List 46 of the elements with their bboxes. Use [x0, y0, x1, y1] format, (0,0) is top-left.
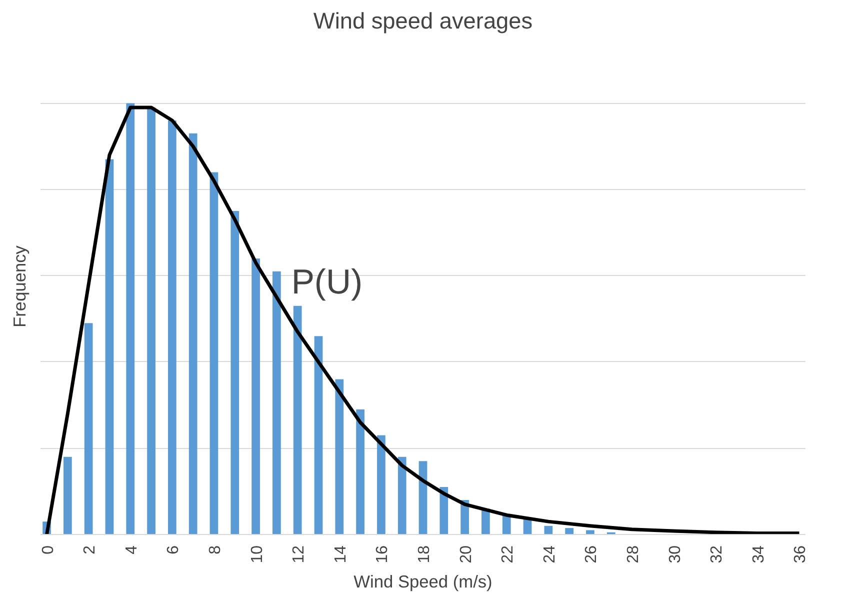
x-tick-label: 20: [458, 545, 475, 564]
bar: [544, 526, 553, 534]
x-tick-label: 30: [666, 545, 684, 564]
bar: [126, 103, 135, 534]
bar: [84, 323, 93, 534]
x-tick-label: 14: [332, 545, 350, 564]
bar: [502, 515, 511, 534]
x-tick-label: 18: [416, 545, 433, 564]
annotation: P(U): [291, 264, 363, 302]
bar: [586, 530, 594, 534]
bar: [230, 211, 240, 534]
bar: [335, 379, 344, 534]
x-tick-label: 36: [792, 545, 810, 564]
x-tick-label: 6: [165, 545, 182, 554]
x-tick-label: 4: [123, 545, 140, 554]
bar: [293, 306, 302, 534]
x-tick-label: 8: [206, 545, 224, 554]
x-tick-label: 26: [583, 545, 600, 564]
bar: [63, 456, 72, 534]
bar: [314, 336, 323, 534]
bar: [105, 159, 114, 534]
bar: [565, 528, 574, 534]
bar: [168, 120, 176, 534]
bar: [147, 108, 156, 534]
x-tick-label: 0: [40, 545, 57, 554]
bar: [418, 461, 428, 534]
bar: [210, 172, 218, 534]
x-tick-label: 32: [708, 545, 726, 564]
chart-title: Wind speed averages: [313, 8, 533, 34]
bar: [398, 456, 406, 534]
x-tick-label: 16: [374, 545, 392, 564]
x-tick-label: 24: [541, 545, 558, 564]
x-axis-title: Wind Speed (m/s): [354, 571, 492, 592]
bar: [272, 271, 281, 534]
x-tick-label: 22: [500, 545, 517, 564]
x-tick-label: 2: [82, 545, 99, 554]
bar: [252, 258, 260, 534]
x-tick-label: 34: [750, 545, 768, 564]
bar: [356, 409, 364, 534]
y-axis-title: Frequency: [10, 245, 30, 328]
x-tick-label: 28: [625, 545, 642, 564]
bar: [440, 487, 448, 534]
bar: [377, 435, 386, 534]
x-tick-label: 10: [248, 545, 266, 564]
x-tick-label: 12: [290, 545, 308, 564]
bar: [188, 133, 198, 534]
